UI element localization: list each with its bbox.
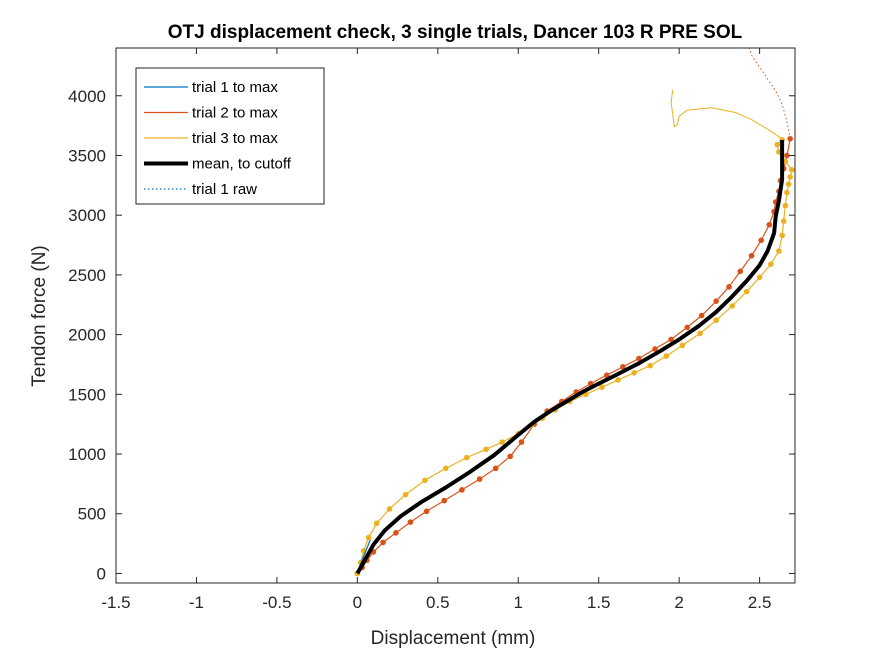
axis-ticks: -1.5 -1 -0.5 0 0.5 1 1.5 2 2.5 0 500 1000 1500 2000 25… <box>68 48 795 612</box>
y-tick-label: 4000 <box>68 87 106 106</box>
data-point <box>652 346 658 352</box>
chart-title: OTJ displacement check, 3 single trials,… <box>168 22 743 43</box>
x-tick-label: -0.5 <box>262 593 291 612</box>
y-tick-label: 1000 <box>68 445 106 464</box>
data-point <box>698 312 705 319</box>
data-point <box>779 232 785 239</box>
legend-entry: trial 3 to max <box>192 130 278 147</box>
data-point <box>518 439 525 445</box>
data-point <box>697 330 703 337</box>
data-point <box>393 530 399 536</box>
legend-entry: mean, to cutoff <box>192 156 292 173</box>
data-point <box>422 477 428 484</box>
data-point <box>380 539 386 546</box>
data-point <box>603 372 610 379</box>
data-point <box>768 261 774 267</box>
series-line-tail-6 <box>747 45 791 139</box>
data-point <box>668 336 674 343</box>
series-line-trial-3-to-max <box>356 139 793 574</box>
y-axis-label: Tendon force (N) <box>29 245 50 387</box>
data-point <box>615 377 621 383</box>
x-tick-label: 0.5 <box>426 593 450 612</box>
x-tick-label: -1.5 <box>101 593 130 612</box>
data-point <box>787 174 793 180</box>
data-point <box>476 476 483 482</box>
data-point <box>463 454 470 461</box>
data-point <box>443 465 449 472</box>
data-point <box>631 370 637 376</box>
data-point <box>365 534 372 541</box>
data-point <box>663 353 670 359</box>
x-tick-label: 2.5 <box>748 593 772 612</box>
x-tick-label: -1 <box>189 593 204 612</box>
data-point <box>782 202 789 209</box>
y-tick-label: 3500 <box>68 146 106 165</box>
legend-entry: trial 1 raw <box>192 181 257 198</box>
x-tick-label: 2 <box>674 593 683 612</box>
y-tick-label: 1500 <box>68 385 106 404</box>
data-point <box>386 506 393 512</box>
data-point <box>743 288 750 295</box>
data-point <box>459 487 465 493</box>
data-point <box>373 520 380 527</box>
x-tick-label: 0 <box>353 593 362 612</box>
data-point <box>713 298 719 304</box>
series-line-tail-5 <box>670 89 783 140</box>
data-point <box>784 152 790 159</box>
data-point <box>729 303 736 309</box>
data-point <box>776 248 782 254</box>
series-line-mean-to-cutoff <box>355 140 785 575</box>
data-point <box>684 324 690 331</box>
y-tick-label: 500 <box>78 505 106 524</box>
data-point <box>713 317 719 324</box>
plot-area <box>354 45 795 577</box>
data-point <box>726 284 732 290</box>
x-tick-label: 1 <box>514 593 523 612</box>
data-point <box>620 364 626 370</box>
data-point <box>774 141 781 148</box>
axes-box <box>115 47 796 584</box>
y-tick-label: 2000 <box>68 326 106 345</box>
data-point <box>758 237 765 244</box>
y-tick-label: 2500 <box>68 266 106 285</box>
data-point <box>784 189 790 196</box>
data-point <box>788 167 795 173</box>
data-point <box>748 252 755 259</box>
data-point <box>499 439 505 445</box>
legend-box <box>135 67 325 205</box>
data-point <box>647 362 653 369</box>
data-point <box>737 268 744 275</box>
data-point <box>407 519 414 525</box>
x-tick-label: 1.5 <box>587 593 611 612</box>
y-tick-label: 3000 <box>68 206 106 225</box>
data-point <box>402 491 409 498</box>
data-point <box>423 508 430 515</box>
y-tick-label: 0 <box>97 564 106 583</box>
series-line-trial-2-to-max <box>356 138 791 574</box>
x-axis-label: Displacement (mm) <box>371 628 536 649</box>
data-point <box>679 342 686 349</box>
data-point <box>483 446 489 453</box>
data-point <box>492 465 499 472</box>
data-point <box>756 274 763 281</box>
data-point <box>785 181 792 187</box>
data-point <box>441 497 448 504</box>
data-point <box>636 355 642 362</box>
data-point <box>780 218 787 224</box>
legend: trial 1 to max trial 2 to max trial 3 to m… <box>135 67 325 205</box>
legend-entry: trial 2 to max <box>192 105 278 122</box>
data-point <box>507 453 514 460</box>
data-point <box>766 221 773 228</box>
legend-entry: trial 1 to max <box>192 79 278 96</box>
data-point <box>599 384 605 390</box>
